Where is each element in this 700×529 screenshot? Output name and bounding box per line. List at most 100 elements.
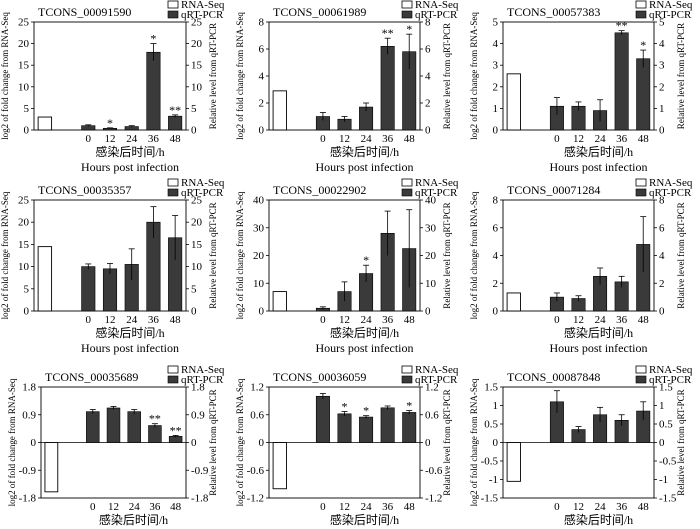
y-tick-label-right: 40 (425, 195, 437, 207)
y-tick-label-right: 0 (191, 306, 197, 318)
legend-label-qrt-pcr: qRT-PCR (415, 187, 458, 199)
chart-title: TCONS_00035357 (38, 183, 131, 197)
rna-seq-bar (44, 442, 59, 493)
y-tick-label-left: 10 (253, 278, 265, 290)
x-tick-label: 0 (90, 501, 96, 513)
legend-swatch-rna-seq (167, 0, 179, 9)
x-tick-label: 24 (361, 133, 373, 145)
y-tick-label-left: 0 (31, 437, 37, 449)
y-tick-label-right: 1 (659, 400, 665, 412)
x-tick-label: 12 (573, 501, 584, 513)
y-tick-label-right: 15 (191, 239, 203, 251)
y-tick-label-right: 20 (191, 38, 203, 50)
x-tick-label: 24 (126, 314, 138, 326)
legend-swatch-qrt-pcr (401, 188, 413, 197)
legend-label-qrt-pcr: qRT-PCR (415, 9, 458, 21)
chart-panel-7: -1.8 -1.8 -0.9 -0.9 0 0 0.9 0.9 1.8 1.8 0 12 24 36 48 *… (7, 364, 225, 529)
y-tick-label-left: 4 (259, 71, 265, 83)
legend-swatch-rna-seq (167, 365, 179, 374)
qrt-pcr-bar (81, 266, 96, 312)
qrt-pcr-bar (380, 407, 395, 443)
x-tick-label: 36 (616, 501, 628, 513)
y-tick-label-left: 4 (493, 38, 499, 50)
x-tick-label: 12 (339, 501, 350, 513)
y-tick-label-left: 20 (18, 38, 30, 50)
legend-swatch-qrt-pcr (635, 10, 647, 19)
y-tick-label-left: -1 (489, 474, 498, 486)
y-tick-label-right: 1.2 (425, 382, 439, 394)
x-tick-label: 12 (339, 314, 350, 326)
x-tick-label: 36 (148, 314, 160, 326)
y-tick-label-left: 15 (18, 60, 30, 72)
y-tick-label-right: 3 (659, 60, 665, 72)
y-tick-label-right: 0 (659, 125, 665, 137)
x-tick-label: 24 (126, 133, 138, 145)
x-tick-label: 24 (595, 133, 607, 145)
x-tick-label: 48 (170, 314, 182, 326)
y-tick-label-left: 10 (18, 261, 30, 273)
significance-label: ** (170, 423, 182, 437)
qrt-pcr-bar (127, 411, 141, 443)
y-tick-label-right: 2 (659, 278, 665, 290)
chart-title: TCONS_00087848 (507, 370, 600, 384)
significance-label: ** (382, 26, 394, 40)
y-tick-label-right: 2 (425, 98, 431, 110)
legend-label-rna-seq: RNA-Seq (415, 177, 459, 189)
x-axis-label-en: Hours post infection (81, 341, 179, 355)
y-tick-label-right: -1.5 (659, 493, 677, 505)
x-tick-label: 36 (382, 133, 394, 145)
y-tick-label-right: 0 (659, 437, 665, 449)
chart-title: TCONS_00061989 (273, 5, 366, 19)
x-tick-label: 12 (108, 501, 119, 513)
rna-seq-bar (37, 116, 53, 131)
legend-swatch-rna-seq (401, 365, 413, 374)
significance-label: ** (616, 19, 628, 33)
y-axis-label-left: log2 of fold change from RNA-Seq (0, 12, 10, 140)
x-tick-label: 12 (573, 314, 584, 326)
y-tick-label-left: 0.9 (22, 409, 36, 421)
y-tick-label-right: 25 (191, 17, 203, 29)
rna-seq-bar (37, 246, 53, 312)
significance-label: ** (149, 412, 161, 426)
y-tick-label-left: 40 (253, 195, 265, 207)
y-tick-label-left: 2 (259, 98, 265, 110)
y-tick-label-right: 0 (425, 125, 431, 137)
x-tick-label: 12 (105, 133, 116, 145)
x-tick-label: 0 (320, 133, 326, 145)
y-tick-label-left: 0 (493, 306, 499, 318)
y-tick-label-right: 4 (659, 38, 665, 50)
y-tick-label-right: 8 (659, 195, 665, 207)
x-axis-label-cn: 感染后时间/h (330, 144, 399, 159)
y-tick-label-right: 0.9 (191, 409, 205, 421)
x-tick-label: 48 (404, 501, 416, 513)
legend-label-qrt-pcr: qRT-PCR (415, 374, 458, 386)
y-tick-label-left: 8 (493, 195, 499, 207)
x-tick-label: 0 (320, 501, 326, 513)
qrt-pcr-bar (86, 411, 100, 443)
x-axis-label-en: Hours post infection (81, 160, 179, 174)
y-tick-label-left: 1 (493, 400, 499, 412)
legend-label-qrt-pcr: qRT-PCR (181, 374, 224, 386)
chart-panel-2: 0 02 24 46 68 80 12 24 36 48** *TCONS_00061989 RNA-… (235, 0, 459, 174)
x-tick-label: 24 (595, 314, 607, 326)
x-axis-label-en: Hours post infection (550, 341, 648, 355)
legend-swatch-qrt-pcr (401, 375, 413, 384)
y-tick-label-right: 5 (191, 103, 197, 115)
x-tick-label: 0 (86, 314, 92, 326)
y-tick-label-right: 0 (191, 125, 197, 137)
x-tick-label: 48 (638, 314, 650, 326)
y-tick-label-left: 0 (259, 437, 265, 449)
x-tick-label: 0 (320, 314, 326, 326)
y-tick-label-left: 0.6 (250, 409, 264, 421)
chart-panel-3: 0 01 12 23 34 45 50 12 24 36 48***TCONS_00057383 RN… (469, 0, 693, 174)
x-axis-label-en: Hours post infection (316, 341, 414, 355)
x-tick-label: 24 (595, 501, 607, 513)
x-tick-label: 36 (616, 133, 628, 145)
y-axis-label-left: log2 of fold change from RNA-Seq (469, 378, 479, 506)
y-axis-label-left: log2 of fold change from RNA-Seq (235, 12, 245, 140)
chart-title: TCONS_00035689 (45, 370, 138, 384)
y-tick-label-right: 6 (659, 222, 665, 234)
y-tick-label-left: -0.5 (481, 456, 499, 468)
significance-label: * (406, 399, 412, 413)
